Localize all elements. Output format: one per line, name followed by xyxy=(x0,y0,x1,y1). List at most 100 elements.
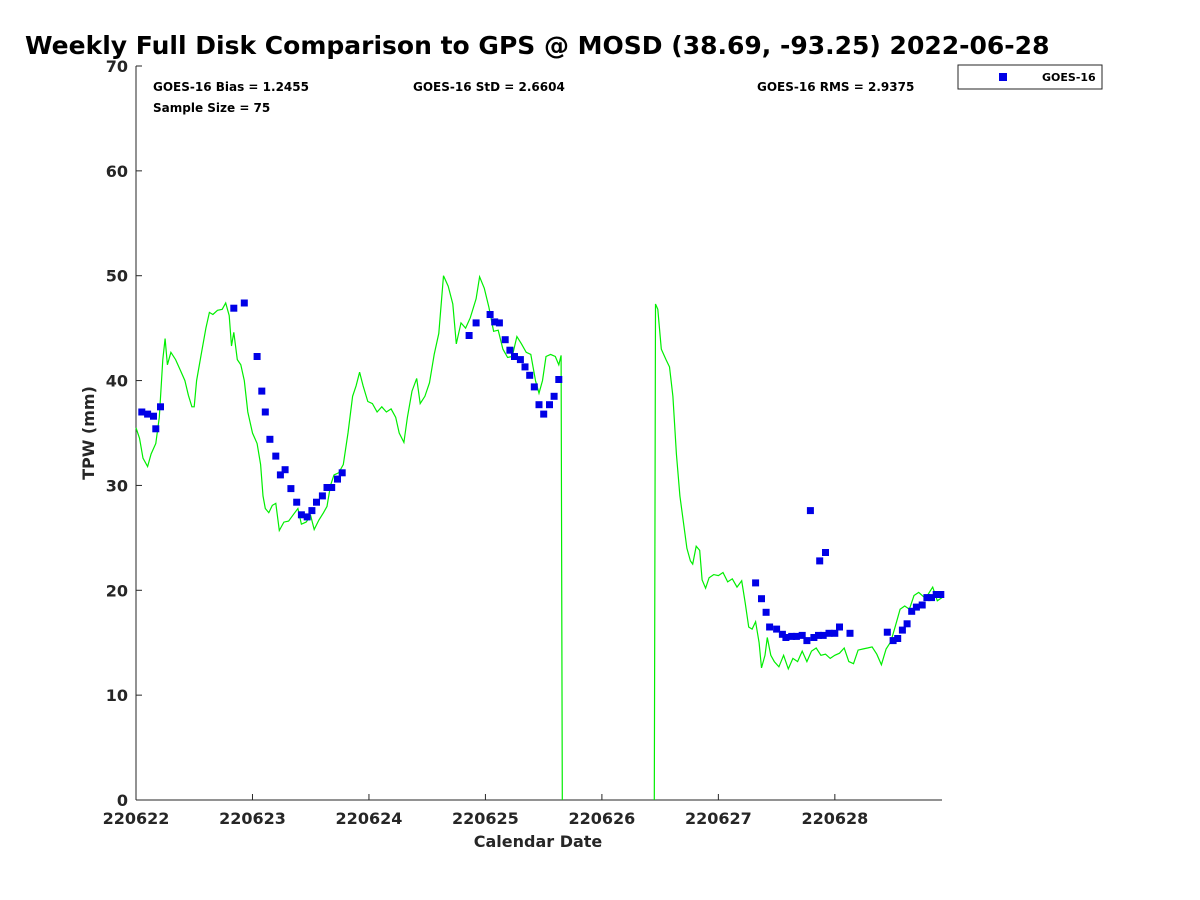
goes16-point xyxy=(883,628,891,636)
goes16-point xyxy=(303,513,311,521)
goes16-point xyxy=(810,634,818,641)
goes16-point xyxy=(486,311,494,318)
gps-series-line xyxy=(653,303,943,801)
goes16-point xyxy=(272,452,280,460)
legend-marker-goes16 xyxy=(999,73,1007,81)
goes16-point xyxy=(788,632,796,640)
goes16-point xyxy=(806,507,814,515)
goes16-point xyxy=(334,475,341,483)
std-stat: GOES-16 StD = 2.6604 xyxy=(413,80,565,94)
goes16-point xyxy=(546,401,553,409)
x-axis-label: Calendar Date xyxy=(474,832,603,851)
goes16-point xyxy=(535,401,543,409)
goes16-point xyxy=(846,629,854,637)
goes16-point xyxy=(903,620,911,628)
goes16-point xyxy=(889,637,897,645)
goes16-point xyxy=(758,595,765,603)
legend: GOES-16 xyxy=(957,64,1103,90)
goes16-point xyxy=(822,549,829,556)
goes16-point xyxy=(465,332,473,339)
y-tick-label: 0 xyxy=(117,791,128,810)
goes16-point xyxy=(293,498,301,506)
rms-stat: GOES-16 RMS = 2.9375 xyxy=(757,80,914,94)
x-tick-label: 220628 xyxy=(801,809,868,828)
goes16-point xyxy=(540,410,548,418)
goes16-point xyxy=(792,632,800,640)
goes16-point xyxy=(815,631,822,639)
goes16-point xyxy=(297,511,305,519)
goes16-point xyxy=(318,492,326,500)
goes16-point xyxy=(491,318,499,326)
plot-area xyxy=(135,66,942,801)
goes16-point xyxy=(798,631,806,639)
y-tick-label: 70 xyxy=(106,57,128,76)
goes16-point xyxy=(328,484,336,491)
sample-size-stat: Sample Size = 75 xyxy=(153,101,270,115)
goes16-point xyxy=(152,425,160,433)
goes16-point xyxy=(803,637,811,645)
goes16-point xyxy=(157,403,164,411)
goes16-point xyxy=(313,498,320,506)
goes16-point xyxy=(912,603,920,611)
goes16-point xyxy=(816,557,824,565)
goes16-point xyxy=(281,466,289,474)
goes16-point xyxy=(782,634,790,641)
x-tick-label: 220624 xyxy=(336,809,403,828)
chart-title: Weekly Full Disk Comparison to GPS @ MOS… xyxy=(25,31,1049,60)
goes16-point xyxy=(240,299,248,307)
goes16-point xyxy=(506,346,514,354)
x-tick-label: 220623 xyxy=(219,809,286,828)
goes16-point xyxy=(511,353,518,360)
goes16-point xyxy=(550,392,558,400)
y-tick-label: 30 xyxy=(106,476,128,495)
x-tick-label: 220622 xyxy=(103,809,170,828)
goes16-point xyxy=(894,635,902,642)
goes16-point xyxy=(516,356,524,364)
goes16-point xyxy=(526,371,534,379)
goes16-point xyxy=(555,376,563,383)
x-tick-label: 220627 xyxy=(685,809,752,828)
goes16-point xyxy=(521,363,529,371)
goes16-point xyxy=(825,629,833,637)
goes16-point xyxy=(266,435,274,443)
goes16-point xyxy=(495,319,503,327)
goes16-point xyxy=(762,608,770,616)
goes16-point xyxy=(138,408,146,416)
y-tick-label: 50 xyxy=(106,267,128,286)
goes16-point xyxy=(501,336,509,344)
goes16-point xyxy=(323,484,331,491)
goes16-point xyxy=(287,485,295,493)
goes16-point xyxy=(261,408,269,416)
goes16-point xyxy=(773,625,781,633)
y-ticks: 0 10 20 30 40 50 60 70 xyxy=(106,57,142,810)
legend-label-goes16: GOES-16 xyxy=(1042,71,1096,84)
series-layer xyxy=(135,274,945,801)
y-tick-label: 60 xyxy=(106,162,128,181)
x-ticks: 220622 220623 220624 220625 220626 220627 2206… xyxy=(103,794,868,828)
goes16-point xyxy=(308,507,316,515)
goes16-point xyxy=(258,387,266,395)
y-axis-label: TPW (mm) xyxy=(79,386,98,480)
legend-box xyxy=(957,64,1103,90)
goes16-point xyxy=(150,412,157,420)
goes16-point xyxy=(230,304,238,312)
goes16-point xyxy=(819,631,827,639)
goes16-point xyxy=(766,623,774,631)
y-tick-label: 20 xyxy=(106,581,128,600)
goes16-point xyxy=(276,471,284,479)
goes16-point xyxy=(253,353,261,360)
goes16-point xyxy=(937,591,945,598)
goes16-point xyxy=(338,469,346,477)
goes16-point xyxy=(918,601,926,609)
gps-series-line xyxy=(135,274,563,801)
x-tick-label: 220625 xyxy=(452,809,519,828)
goes16-point xyxy=(932,591,940,598)
goes16-point xyxy=(923,594,931,602)
goes16-point xyxy=(831,629,839,637)
goes16-point xyxy=(908,607,916,615)
goes16-point xyxy=(752,579,760,587)
y-tick-label: 40 xyxy=(106,372,128,391)
bias-stat: GOES-16 Bias = 1.2455 xyxy=(153,80,309,94)
goes16-point xyxy=(836,623,843,631)
